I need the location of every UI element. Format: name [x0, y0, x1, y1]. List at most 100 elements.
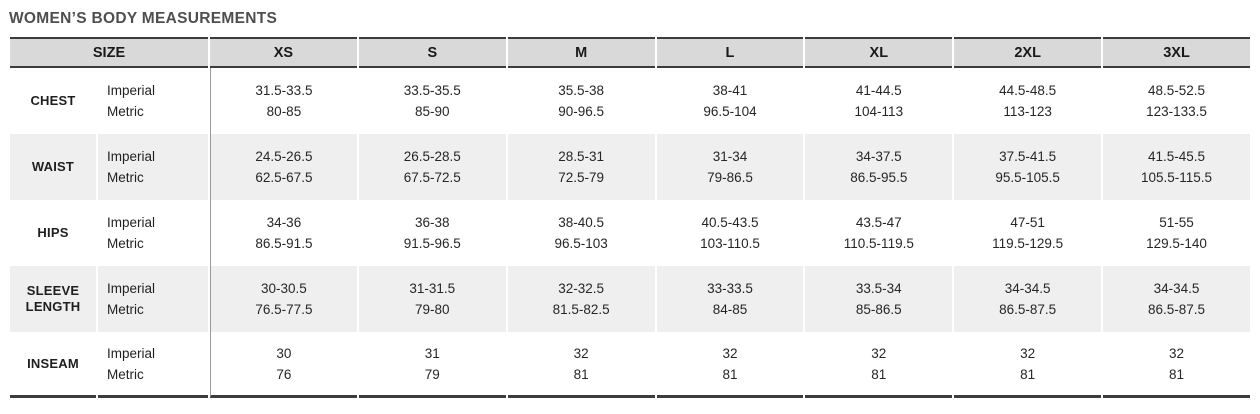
measurement-row: HIPS Imperial Metric 34-36 86.5-91.5 36-38 91.…: [10, 200, 1250, 266]
metric-value: 123-133.5: [1146, 104, 1207, 119]
measurement-value-cell: 32 81: [954, 332, 1102, 398]
metric-value: 86.5-95.5: [850, 170, 908, 185]
measurement-value-cell: 48.5-52.5 123-133.5: [1103, 68, 1250, 134]
measurement-row-label: SLEEVE LENGTH: [10, 266, 96, 332]
unit-label-imperial: Imperial: [107, 149, 156, 164]
metric-value: 90-96.5: [558, 104, 605, 119]
metric-value: 79-80: [415, 302, 450, 317]
imperial-value: 24.5-26.5: [255, 149, 313, 164]
imperial-value: 28.5-31: [558, 149, 605, 164]
metric-value: 95.5-105.5: [995, 170, 1060, 185]
imperial-value: 48.5-52.5: [1148, 83, 1206, 98]
measurement-value-cell: 31-31.5 79-80: [358, 266, 506, 332]
unit-label-imperial: Imperial: [107, 281, 156, 296]
measurement-value-cell: 28.5-31 72.5-79: [507, 134, 655, 200]
measurement-value-cell: 31.5-33.5 80-85: [210, 68, 357, 134]
imperial-value: 32: [871, 345, 887, 361]
imperial-value: 32: [722, 345, 738, 361]
metric-value: 96.5-104: [703, 104, 757, 119]
measurement-row: CHEST Imperial Metric 31.5-33.5 80-85 33.5-35…: [10, 68, 1250, 134]
table-header: SIZE XS S M L XL 2XL 3XL: [10, 37, 1250, 68]
unit-label-metric: Metric: [107, 104, 144, 119]
size-header-cell: SIZE: [10, 37, 209, 68]
metric-value: 96.5-103: [554, 236, 608, 251]
metric-value: 80-85: [266, 104, 302, 119]
imperial-value: 43.5-47: [855, 215, 902, 230]
imperial-value: 32: [1020, 345, 1036, 361]
imperial-value: 41.5-45.5: [1148, 149, 1206, 164]
metric-value: 81: [1169, 366, 1185, 382]
imperial-value: 36-38: [415, 215, 450, 230]
measurement-row: INSEAM Imperial Metric 30 76 31 79 32 81 32 81 32 81…: [10, 332, 1250, 398]
metric-value: 91.5-96.5: [403, 236, 461, 251]
imperial-value: 32: [573, 345, 589, 361]
measurement-value-cell: 35.5-38 90-96.5: [508, 68, 655, 134]
table-body: CHEST Imperial Metric 31.5-33.5 80-85 33.5-35…: [10, 68, 1250, 398]
imperial-value: 30: [276, 345, 292, 361]
measurement-row: SLEEVE LENGTH Imperial Metric 30-30.5 76.5-7…: [10, 266, 1250, 332]
size-column-header-xl: XL: [805, 37, 953, 68]
metric-value: 119.5-129.5: [992, 236, 1064, 251]
metric-value: 85-86.5: [855, 302, 902, 317]
size-column-header-3xl: 3XL: [1103, 37, 1250, 68]
imperial-value: 34-34.5: [1153, 281, 1200, 296]
unit-cell: Imperial Metric: [98, 68, 208, 134]
imperial-value: 26.5-28.5: [403, 149, 461, 164]
size-column-header-m: M: [507, 37, 655, 68]
size-column-header-s: S: [358, 37, 506, 68]
imperial-value: 37.5-41.5: [999, 149, 1057, 164]
metric-value: 103-110.5: [700, 236, 760, 251]
imperial-value: 38-40.5: [558, 215, 605, 230]
measurement-row-label: INSEAM: [10, 332, 96, 398]
metric-value: 113-123: [1003, 104, 1052, 119]
measurement-value-cell: 32 81: [805, 332, 953, 398]
measurement-value-cell: 41-44.5 104-113: [805, 68, 952, 134]
measurement-value-cell: 33.5-35.5 85-90: [359, 68, 506, 134]
imperial-value: 31.5-33.5: [255, 83, 313, 98]
imperial-value: 41-44.5: [855, 83, 902, 98]
measurement-value-cell: 38-40.5 96.5-103: [508, 200, 655, 266]
measurement-value-cell: 34-36 86.5-91.5: [210, 200, 357, 266]
unit-label-metric: Metric: [107, 366, 144, 382]
metric-value: 104-113: [854, 104, 904, 119]
imperial-value: 33.5-35.5: [403, 83, 461, 98]
measurement-value-cell: 40.5-43.5 103-110.5: [657, 200, 804, 266]
measurement-value-cell: 24.5-26.5 62.5-67.5: [210, 134, 357, 200]
imperial-value: 34-34.5: [1004, 281, 1051, 296]
imperial-value: 34-36: [266, 215, 302, 230]
metric-value: 79-86.5: [707, 170, 753, 185]
measurement-value-cell: 31 79: [358, 332, 506, 398]
metric-value: 110.5-119.5: [843, 236, 914, 251]
metric-value: 79: [424, 366, 440, 382]
measurements-table: SIZE XS S M L XL 2XL 3XL CHEST Imperial Me…: [8, 37, 1252, 398]
unit-label-imperial: Imperial: [107, 345, 156, 361]
measurement-row-label: HIPS: [37, 225, 69, 240]
imperial-value: 31: [424, 345, 440, 361]
metric-value: 72.5-79: [558, 170, 605, 185]
imperial-value: 30-30.5: [261, 281, 307, 296]
measurement-value-cell: 37.5-41.5 95.5-105.5: [954, 134, 1102, 200]
measurement-row: WAIST Imperial Metric 24.5-26.5 62.5-67.5 26.…: [10, 134, 1250, 200]
metric-value: 81: [722, 366, 738, 382]
metric-value: 81.5-82.5: [552, 302, 610, 317]
measurement-value-cell: 31-34 79-86.5: [656, 134, 804, 200]
imperial-value: 32: [1169, 345, 1185, 361]
imperial-value: 34-37.5: [855, 149, 902, 164]
size-column-header-l: L: [656, 37, 804, 68]
imperial-value: 40.5-43.5: [701, 215, 759, 230]
unit-cell: Imperial Metric: [98, 200, 208, 266]
unit-cell: Imperial Metric: [98, 134, 209, 200]
metric-value: 81: [1020, 366, 1036, 382]
measurement-value-cell: 32 81: [656, 332, 804, 398]
metric-value: 62.5-67.5: [255, 170, 313, 185]
measurement-value-cell: 36-38 91.5-96.5: [359, 200, 506, 266]
measurement-value-cell: 33.5-34 85-86.5: [805, 266, 953, 332]
measurement-value-cell: 33-33.5 84-85: [656, 266, 804, 332]
measurement-value-cell: 41.5-45.5 105.5-115.5: [1103, 134, 1250, 200]
metric-value: 81: [871, 366, 887, 382]
imperial-value: 35.5-38: [558, 83, 605, 98]
metric-value: 85-90: [415, 104, 450, 119]
size-column-header-2xl: 2XL: [954, 37, 1102, 68]
measurement-value-cell: 43.5-47 110.5-119.5: [805, 200, 952, 266]
